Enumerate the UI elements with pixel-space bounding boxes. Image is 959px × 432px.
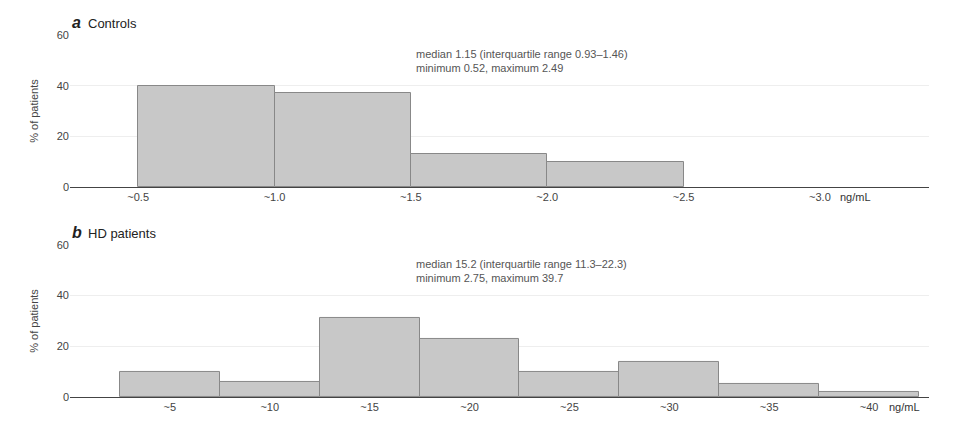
svg-text:~15: ~15 (360, 401, 379, 413)
svg-text:~0.5: ~0.5 (127, 191, 149, 203)
svg-text:0: 0 (63, 181, 69, 193)
svg-text:60: 60 (57, 29, 69, 41)
svg-text:ng/mL: ng/mL (889, 401, 920, 413)
svg-text:~3.0: ~3.0 (809, 191, 831, 203)
svg-text:~10: ~10 (260, 401, 279, 413)
svg-text:~1.0: ~1.0 (264, 191, 286, 203)
svg-text:60: 60 (57, 239, 69, 251)
svg-text:~20: ~20 (460, 401, 479, 413)
svg-text:20: 20 (57, 340, 69, 352)
svg-text:0: 0 (63, 391, 69, 403)
svg-text:median 15.2 (interquartile ran: median 15.2 (interquartile range 11.3–22… (416, 258, 627, 284)
svg-text:ng/mL: ng/mL (840, 191, 871, 203)
svg-text:40: 40 (57, 289, 69, 301)
svg-text:b: b (72, 224, 82, 241)
svg-text:~5: ~5 (164, 401, 177, 413)
svg-text:~30: ~30 (660, 401, 679, 413)
svg-text:a: a (72, 14, 81, 31)
svg-text:~40: ~40 (860, 401, 879, 413)
svg-text:median 1.15 (interquartile ran: median 1.15 (interquartile range 0.93–1.… (416, 48, 628, 74)
svg-text:HD patients: HD patients (88, 226, 156, 241)
svg-text:~1.5: ~1.5 (400, 191, 422, 203)
svg-text:Controls: Controls (88, 16, 137, 31)
svg-text:20: 20 (57, 130, 69, 142)
svg-text:~2.0: ~2.0 (536, 191, 558, 203)
svg-text:~2.5: ~2.5 (673, 191, 695, 203)
svg-text:~25: ~25 (560, 401, 579, 413)
svg-text:40: 40 (57, 80, 69, 92)
svg-text:~35: ~35 (760, 401, 779, 413)
svg-text:% of patients: % of patients (28, 79, 40, 143)
svg-text:% of patients: % of patients (28, 289, 40, 353)
